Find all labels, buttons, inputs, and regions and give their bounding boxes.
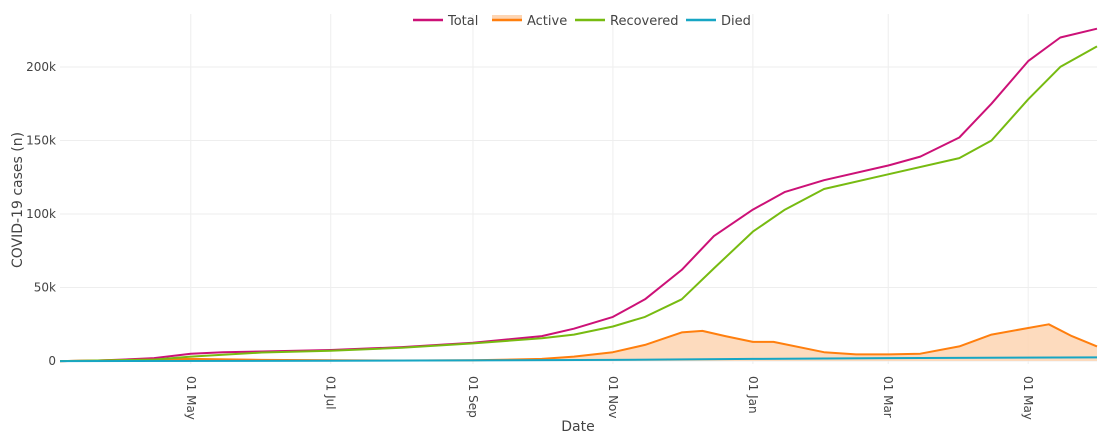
- legend-item-total[interactable]: Total: [413, 14, 478, 29]
- legend-label: Total: [447, 14, 478, 29]
- x-tick-label: 01 Nov: [606, 376, 620, 419]
- grid: [60, 14, 1097, 364]
- legend[interactable]: Total Active Recovered Died: [413, 14, 751, 29]
- x-axis-ticks: 01 May 01 Jul 01 Sep 01 Nov 01 Jan 01 Mar 01 M…: [184, 376, 1035, 420]
- y-tick-label: 50k: [34, 281, 56, 295]
- x-tick-label: 01 Jan: [746, 376, 760, 414]
- y-axis-title: COVID-19 cases (n): [10, 132, 26, 268]
- x-tick-label: 01 Sep: [466, 376, 480, 418]
- legend-label: Died: [721, 14, 751, 29]
- legend-item-died[interactable]: Died: [686, 14, 751, 29]
- legend-label: Recovered: [610, 14, 679, 29]
- legend-label: Active: [527, 14, 567, 29]
- y-tick-label: 100k: [26, 207, 56, 221]
- y-tick-label: 0: [48, 354, 56, 368]
- series-lines: [59, 27, 1098, 363]
- died-series-line[interactable]: [59, 356, 1098, 363]
- legend-swatch-fill: [492, 15, 522, 21]
- x-tick-label: 01 May: [184, 376, 198, 420]
- y-tick-label: 150k: [26, 133, 56, 147]
- y-axis-ticks: 0 50k 100k 150k 200k: [26, 60, 56, 368]
- x-tick-label: 01 Jul: [324, 376, 338, 410]
- recovered-series-line[interactable]: [59, 45, 1098, 363]
- legend-item-active[interactable]: Active: [492, 14, 567, 29]
- x-tick-label: 01 May: [1021, 376, 1035, 420]
- x-axis-title: Date: [561, 419, 594, 435]
- total-series-line[interactable]: [59, 27, 1098, 363]
- x-tick-label: 01 Mar: [881, 376, 895, 418]
- legend-item-recovered[interactable]: Recovered: [575, 14, 679, 29]
- y-tick-label: 200k: [26, 60, 56, 74]
